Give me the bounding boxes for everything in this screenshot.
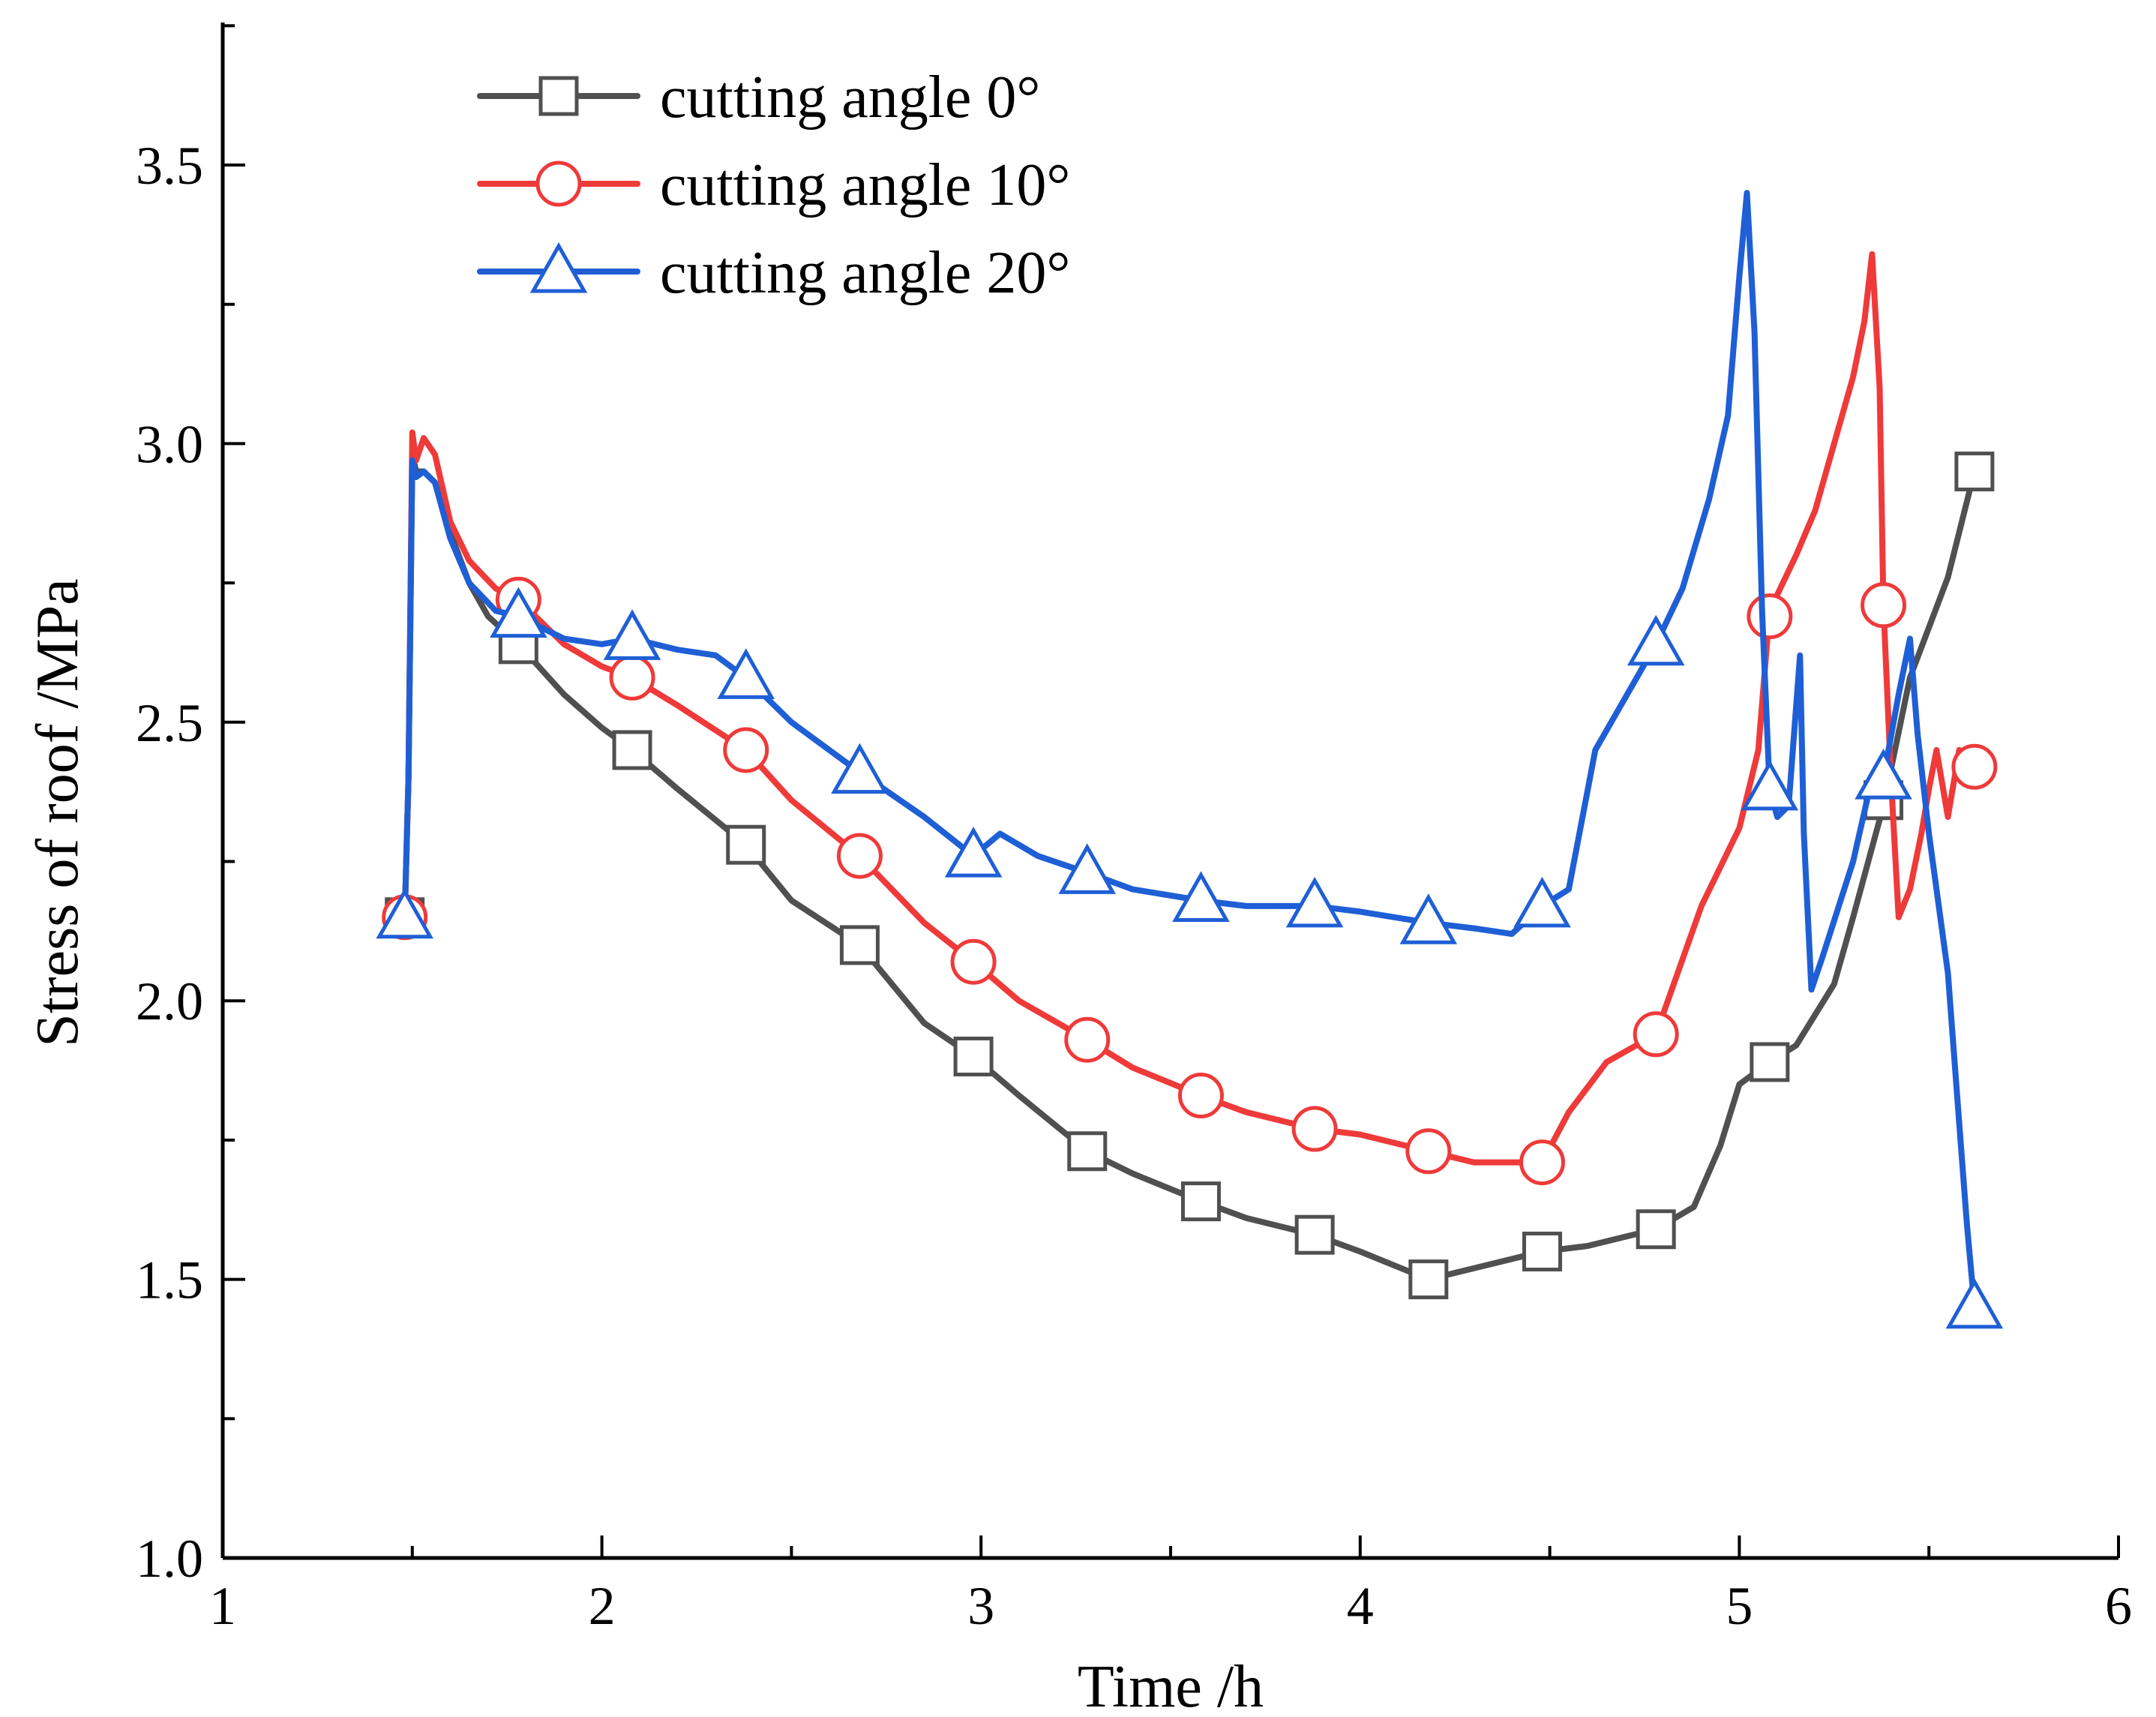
x-tick-label: 2 bbox=[589, 1576, 616, 1636]
series-group bbox=[376, 190, 2004, 1329]
legend: cutting angle 0° cutting angle 10° cutting… bbox=[477, 65, 1070, 306]
data-point-marker bbox=[1750, 1042, 1790, 1082]
data-point-marker bbox=[723, 727, 769, 773]
x-tick-label: 3 bbox=[967, 1576, 994, 1636]
x-tick-label: 4 bbox=[1347, 1576, 1374, 1636]
data-point-marker bbox=[1522, 1231, 1562, 1271]
data-point-marker bbox=[1408, 1259, 1449, 1300]
legend-item: cutting angle 0° bbox=[477, 65, 1040, 131]
series-line bbox=[401, 190, 1978, 1310]
data-point-marker bbox=[1636, 1209, 1676, 1250]
data-point-marker bbox=[1294, 1214, 1335, 1255]
data-point-marker bbox=[953, 1036, 994, 1076]
series-line bbox=[401, 251, 1978, 1166]
y-tick-label: 3.0 bbox=[136, 414, 203, 474]
y-tick-label: 1.5 bbox=[136, 1250, 203, 1310]
data-point-marker bbox=[836, 833, 883, 879]
data-point-marker bbox=[1861, 582, 1907, 629]
y-tick-label: 3.5 bbox=[136, 136, 203, 196]
data-point-marker bbox=[717, 648, 775, 699]
data-point-marker bbox=[1945, 1277, 2004, 1329]
x-tick-label: 6 bbox=[2105, 1576, 2132, 1636]
axes bbox=[220, 23, 2119, 1560]
data-point-marker bbox=[944, 827, 1003, 878]
data-point-marker bbox=[1064, 1016, 1111, 1063]
data-point-marker bbox=[376, 887, 433, 939]
legend-item: cutting angle 20° bbox=[477, 240, 1070, 306]
data-point-marker bbox=[1172, 871, 1230, 922]
legend-label: cutting angle 0° bbox=[660, 65, 1040, 131]
data-point-marker bbox=[1399, 893, 1458, 944]
y-axis-title: Stress of roof /MPa bbox=[25, 578, 91, 1046]
data-point-marker bbox=[1285, 876, 1344, 928]
data-point-marker bbox=[1954, 452, 1995, 492]
data-point-marker bbox=[831, 743, 889, 794]
data-point-marker bbox=[1633, 1011, 1679, 1058]
series-square bbox=[385, 452, 1995, 1300]
data-point-marker bbox=[1747, 593, 1793, 640]
data-point-marker bbox=[612, 730, 652, 770]
data-point-marker bbox=[1067, 1131, 1108, 1172]
data-point-marker bbox=[603, 609, 661, 660]
data-point-marker bbox=[1177, 1072, 1224, 1118]
data-point-marker bbox=[1291, 1106, 1338, 1152]
legend-marker bbox=[538, 76, 579, 116]
data-point-marker bbox=[726, 824, 766, 865]
legend-label: cutting angle 10° bbox=[660, 152, 1070, 218]
data-point-marker bbox=[839, 925, 880, 965]
y-tick-label: 1.0 bbox=[136, 1529, 203, 1589]
data-point-marker bbox=[950, 938, 997, 985]
data-point-marker bbox=[1741, 759, 1799, 811]
legend-item: cutting angle 10° bbox=[477, 152, 1070, 218]
data-point-marker bbox=[1058, 843, 1117, 894]
series-triangle bbox=[376, 190, 2004, 1329]
data-point-marker bbox=[1405, 1128, 1452, 1175]
data-point-marker bbox=[1951, 743, 1998, 790]
legend-label: cutting angle 20° bbox=[660, 240, 1070, 306]
data-point-marker bbox=[609, 654, 655, 701]
x-tick-label: 1 bbox=[209, 1576, 236, 1636]
data-point-marker bbox=[490, 587, 547, 638]
legend-marker bbox=[529, 242, 588, 293]
y-tick-label: 2.5 bbox=[136, 693, 203, 753]
data-point-marker bbox=[1519, 1139, 1565, 1186]
x-tick-label: 5 bbox=[1726, 1576, 1753, 1636]
x-axis-title: Time /h bbox=[1078, 1654, 1264, 1717]
data-point-marker bbox=[1180, 1181, 1221, 1222]
series-line bbox=[401, 452, 1978, 1283]
y-tick-label: 2.0 bbox=[136, 971, 203, 1031]
x-ticks: 1 2 3 4 5 6 bbox=[209, 1535, 2132, 1636]
series-circle bbox=[382, 251, 1998, 1186]
data-point-marker bbox=[1627, 614, 1685, 666]
data-point-marker bbox=[1855, 749, 1912, 800]
data-point-marker bbox=[1513, 876, 1571, 928]
legend-marker bbox=[535, 161, 582, 207]
y-ticks: 1.0 1.5 2.0 2.5 3.0 3.5 bbox=[136, 24, 245, 1589]
